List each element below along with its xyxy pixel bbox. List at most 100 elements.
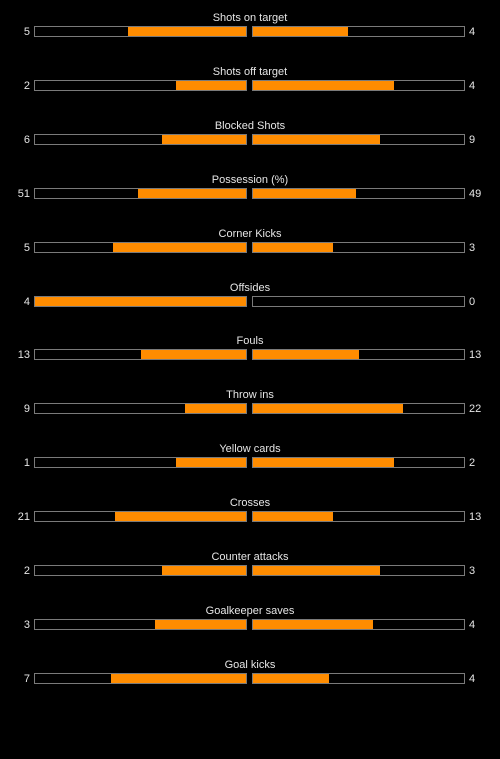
home-bar-fill — [110, 673, 246, 683]
away-value: 4 — [469, 672, 476, 685]
home-bar — [34, 349, 247, 361]
stat-label: Counter attacks — [211, 551, 289, 563]
home-value: 5 — [23, 26, 30, 38]
away-value: 4 — [469, 618, 476, 631]
away-bar — [252, 133, 465, 145]
home-value: 4 — [23, 295, 30, 308]
home-value: 5 — [23, 241, 30, 254]
home-bar — [34, 618, 247, 630]
stat-label: Throw ins — [226, 389, 274, 402]
stat-row: Shots on target 5 4 — [0, 12, 500, 52]
stat-row: Fouls 13 13 — [0, 335, 500, 375]
away-bar — [252, 672, 465, 684]
stat-label: Possession (%) — [211, 173, 289, 186]
stat-label: Fouls — [236, 335, 264, 348]
stat-row: Yellow cards 1 2 — [0, 443, 500, 483]
stat-row: Blocked Shots 6 9 — [0, 120, 500, 160]
away-value: 13 — [469, 349, 482, 362]
stat-row: Throw ins 9 22 — [0, 389, 500, 429]
home-bar — [34, 241, 247, 253]
stat-label: Corner Kicks — [218, 227, 282, 240]
away-bar-fill — [253, 188, 357, 198]
home-bar — [34, 187, 247, 199]
away-value: 3 — [469, 565, 476, 577]
home-value: 2 — [23, 565, 30, 577]
stat-row: Counter attacks 2 3 — [0, 551, 500, 591]
away-value: 22 — [469, 403, 482, 416]
away-bar — [252, 565, 465, 576]
stat-row: Goal kicks 7 4 — [0, 659, 500, 699]
home-bar-fill — [176, 80, 246, 90]
home-value: 51 — [17, 187, 30, 200]
home-bar-fill — [35, 296, 246, 306]
away-value: 13 — [469, 511, 482, 524]
home-bar-fill — [127, 27, 246, 36]
home-value: 2 — [23, 79, 30, 92]
away-bar — [252, 79, 465, 91]
away-value: 4 — [469, 26, 476, 38]
away-bar-fill — [253, 404, 403, 414]
home-bar — [34, 295, 247, 307]
home-bar-fill — [176, 458, 246, 468]
away-value: 2 — [469, 457, 476, 470]
stat-label: Goal kicks — [224, 658, 276, 671]
away-bar — [252, 457, 465, 469]
away-bar-fill — [253, 566, 380, 575]
stat-label: Offsides — [229, 281, 271, 294]
stat-label: Shots on target — [212, 12, 288, 24]
home-bar — [34, 79, 247, 91]
away-value: 49 — [469, 187, 482, 200]
home-bar — [34, 565, 247, 576]
home-bar — [34, 672, 247, 684]
away-bar-fill — [253, 134, 380, 144]
home-value: 21 — [17, 511, 30, 524]
away-bar — [252, 26, 465, 37]
stat-row: Corner Kicks 5 3 — [0, 228, 500, 268]
home-bar — [34, 133, 247, 145]
home-bar-fill — [161, 566, 246, 575]
away-bar — [252, 187, 465, 199]
home-bar — [34, 457, 247, 469]
home-bar — [34, 403, 247, 415]
home-bar-fill — [115, 512, 246, 522]
home-bar — [34, 26, 247, 37]
home-value: 13 — [17, 349, 30, 362]
away-bar — [252, 349, 465, 361]
away-bar-fill — [253, 673, 329, 683]
home-bar-fill — [113, 242, 246, 252]
stat-label: Shots off target — [212, 65, 288, 78]
home-value: 3 — [23, 618, 30, 631]
home-value: 1 — [23, 457, 30, 470]
stat-label: Yellow cards — [219, 443, 281, 456]
home-bar-fill — [140, 350, 246, 360]
home-value: 9 — [23, 403, 30, 416]
away-bar-fill — [253, 80, 395, 90]
home-bar-fill — [155, 619, 246, 629]
away-bar — [252, 511, 465, 523]
home-bar — [34, 511, 247, 523]
away-bar-fill — [253, 350, 359, 360]
stat-row: Possession (%) 51 49 — [0, 174, 500, 214]
stat-row: Shots off target 2 4 — [0, 66, 500, 106]
home-value: 6 — [23, 133, 30, 146]
away-bar — [252, 618, 465, 630]
away-bar — [252, 241, 465, 253]
away-bar-fill — [253, 242, 334, 252]
away-value: 4 — [469, 79, 476, 92]
stat-label: Crosses — [229, 497, 271, 510]
stat-row: Offsides 4 0 — [0, 282, 500, 322]
stat-row: Goalkeeper saves 3 4 — [0, 605, 500, 645]
home-value: 7 — [23, 672, 30, 685]
away-bar — [252, 295, 465, 307]
away-bar-fill — [253, 619, 374, 629]
stat-label: Goalkeeper saves — [205, 604, 295, 617]
stat-label: Blocked Shots — [214, 119, 286, 132]
away-value: 3 — [469, 241, 476, 254]
away-value: 0 — [469, 295, 476, 308]
home-bar-fill — [161, 134, 246, 144]
away-bar-fill — [253, 512, 334, 522]
home-bar-fill — [184, 404, 246, 414]
away-bar-fill — [253, 27, 348, 36]
stat-row: Crosses 21 13 — [0, 497, 500, 537]
away-bar-fill — [253, 458, 395, 468]
